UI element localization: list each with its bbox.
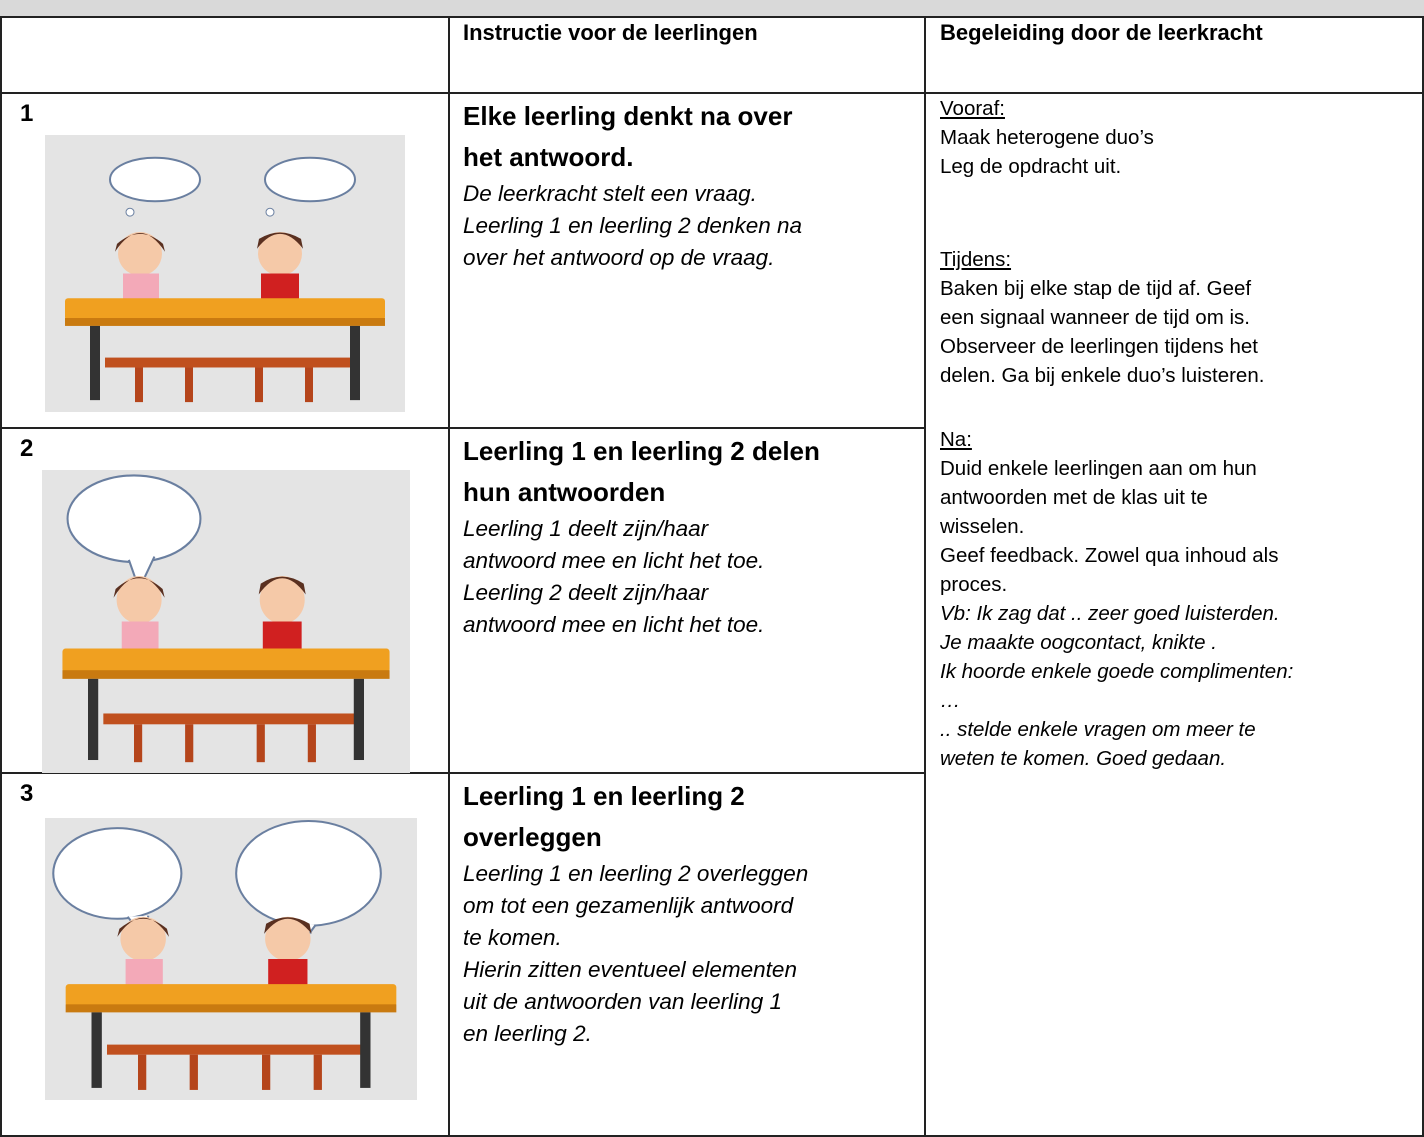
step-text: en leerling 2.	[463, 1021, 592, 1046]
section-heading: Na:	[940, 428, 972, 451]
guidance-line: een signaal wanneer de tijd om is.	[940, 306, 1250, 329]
step-title: Leerling 1 en leerling 2	[463, 781, 745, 811]
example-line: …	[940, 689, 961, 712]
col-border	[1422, 18, 1424, 1137]
step-text: over het antwoord op de vraag.	[463, 245, 775, 270]
step-text: Hierin zitten eventueel elementen	[463, 957, 797, 982]
step-text: Leerling 1 en leerling 2 denken na	[463, 213, 803, 238]
step-text: te komen.	[463, 925, 562, 950]
example-line: .. stelde enkele vragen om meer te	[940, 718, 1256, 741]
step-instruction: Leerling 1 en leerling 2 overleggen Leerli…	[463, 776, 808, 1050]
row-border	[0, 427, 926, 429]
step-text: uit de antwoorden van leerling 1	[463, 989, 782, 1014]
step-text: Leerling 2 deelt zijn/haar	[463, 580, 709, 605]
example-line: weten te komen. Goed gedaan.	[940, 747, 1227, 770]
guidance-line: Maak heterogene duo’s	[940, 126, 1154, 149]
guidance-line: Baken bij elke stap de tijd af. Geef	[940, 277, 1252, 300]
guidance-section: Na: Duid enkele leerlingen aan om hun antw…	[940, 425, 1293, 773]
guidance-line: antwoorden met de klas uit te	[940, 486, 1208, 509]
step-text: Leerling 1 en leerling 2 overleggen	[463, 861, 809, 886]
guidance-line: delen. Ga bij enkele duo’s luisteren.	[940, 364, 1265, 387]
step-number: 1	[20, 100, 34, 127]
guidance-section: Tijdens: Baken bij elke stap de tijd af. …	[940, 245, 1293, 390]
col-border	[448, 18, 450, 1137]
guidance-line: Leg de opdracht uit.	[940, 155, 1122, 178]
guidance-section: Vooraf: Maak heterogene duo’s Leg de opdra…	[940, 94, 1293, 181]
step-title: het antwoord.	[463, 142, 634, 172]
step-text: antwoord mee en licht het toe.	[463, 612, 765, 637]
guidance-line: wisselen.	[940, 515, 1025, 538]
top-bar	[0, 0, 1424, 18]
row-border	[0, 92, 1424, 94]
guidance-line: Duid enkele leerlingen aan om hun	[940, 457, 1257, 480]
guidance-line: Geef feedback. Zowel qua inhoud als	[940, 544, 1279, 567]
step-text: Leerling 1 deelt zijn/haar	[463, 516, 709, 541]
row-border	[0, 1135, 1424, 1137]
col-border	[924, 18, 926, 1137]
guidance: Vooraf: Maak heterogene duo’s Leg de opdra…	[940, 94, 1293, 773]
illustration	[42, 470, 410, 773]
step-instruction: Leerling 1 en leerling 2 delen hun antwoo…	[463, 431, 820, 641]
step-text: De leerkracht stelt een vraag.	[463, 181, 757, 206]
example-line: Vb: Ik zag dat .. zeer goed luisterden.	[940, 602, 1280, 625]
example-line: Je maakte oogcontact, knikte .	[940, 631, 1217, 654]
step-title: Leerling 1 en leerling 2 delen	[463, 436, 820, 466]
row-border	[0, 772, 926, 774]
example-line: Ik hoorde enkele goede complimenten:	[940, 660, 1294, 683]
col-border	[0, 18, 2, 1137]
guidance-line: Observeer de leerlingen tijdens het	[940, 335, 1258, 358]
step-title: hun antwoorden	[463, 477, 666, 507]
header-guidance: Begeleiding door de leerkracht	[940, 20, 1263, 45]
section-heading: Vooraf:	[940, 97, 1005, 120]
step-instruction: Elke leerling denkt na over het antwoord.…	[463, 96, 802, 274]
illustration	[45, 818, 417, 1100]
illustration	[45, 135, 405, 412]
step-number: 3	[20, 780, 34, 807]
step-number: 2	[20, 435, 34, 462]
step-title: Elke leerling denkt na over	[463, 101, 793, 131]
section-heading: Tijdens:	[940, 248, 1012, 271]
step-text: antwoord mee en licht het toe.	[463, 548, 765, 573]
header-instruction: Instructie voor de leerlingen	[463, 20, 758, 45]
step-text: om tot een gezamenlijk antwoord	[463, 893, 794, 918]
guidance-line: proces.	[940, 573, 1008, 596]
step-title: overleggen	[463, 822, 602, 852]
